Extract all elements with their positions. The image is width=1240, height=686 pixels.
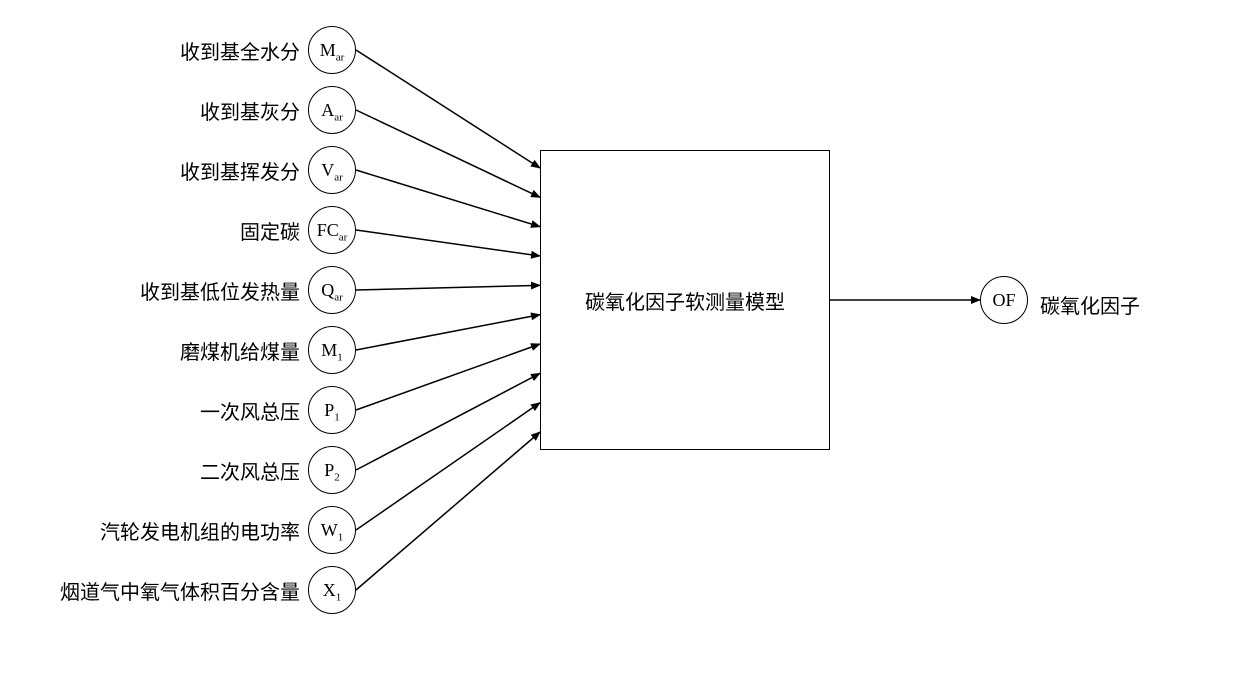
input-symbol: Var [321, 161, 343, 179]
output-symbol: OF [992, 290, 1015, 311]
input-symbol: X1 [323, 581, 342, 599]
input-label: 二次风总压 [0, 456, 308, 485]
output-label: 碳氧化因子 [1040, 290, 1140, 319]
input-node: P2 [308, 446, 356, 494]
input-symbol: Aar [321, 101, 343, 119]
input-symbol: P2 [324, 461, 340, 479]
input-symbol: M1 [321, 341, 343, 359]
input-symbol: P1 [324, 401, 340, 419]
input-node: M1 [308, 326, 356, 374]
input-row: 收到基挥发分 Var [0, 144, 356, 196]
input-label: 收到基全水分 [0, 36, 308, 65]
input-row: 一次风总压 P1 [0, 384, 356, 436]
input-symbol: FCar [317, 221, 348, 239]
output-node: OF [980, 276, 1028, 324]
input-label: 收到基挥发分 [0, 156, 308, 185]
diagram-canvas: 收到基全水分 Mar 收到基灰分 Aar 收到基挥发分 Var 固定碳 FCar 收到基低位发热… [0, 0, 1240, 686]
input-label: 一次风总压 [0, 396, 308, 425]
input-row: 收到基低位发热量 Qar [0, 264, 356, 316]
input-label: 收到基低位发热量 [0, 276, 308, 305]
input-label: 烟道气中氧气体积百分含量 [0, 576, 308, 605]
input-node: W1 [308, 506, 356, 554]
input-label: 汽轮发电机组的电功率 [0, 516, 308, 545]
input-node: FCar [308, 206, 356, 254]
input-label: 收到基灰分 [0, 96, 308, 125]
input-row: 二次风总压 P2 [0, 444, 356, 496]
input-symbol: Qar [321, 281, 343, 299]
model-box: 碳氧化因子软测量模型 [540, 150, 830, 450]
input-row: 固定碳 FCar [0, 204, 356, 256]
input-row: 烟道气中氧气体积百分含量 X1 [0, 564, 356, 616]
input-node: Var [308, 146, 356, 194]
input-label: 磨煤机给煤量 [0, 336, 308, 365]
model-title: 碳氧化因子软测量模型 [585, 286, 785, 315]
input-node: P1 [308, 386, 356, 434]
input-node: Mar [308, 26, 356, 74]
input-node: Aar [308, 86, 356, 134]
input-node: X1 [308, 566, 356, 614]
input-row: 汽轮发电机组的电功率 W1 [0, 504, 356, 556]
input-row: 收到基全水分 Mar [0, 24, 356, 76]
input-symbol: Mar [320, 41, 345, 59]
input-label: 固定碳 [0, 216, 308, 245]
input-row: 收到基灰分 Aar [0, 84, 356, 136]
input-node: Qar [308, 266, 356, 314]
input-symbol: W1 [321, 521, 344, 539]
input-row: 磨煤机给煤量 M1 [0, 324, 356, 376]
